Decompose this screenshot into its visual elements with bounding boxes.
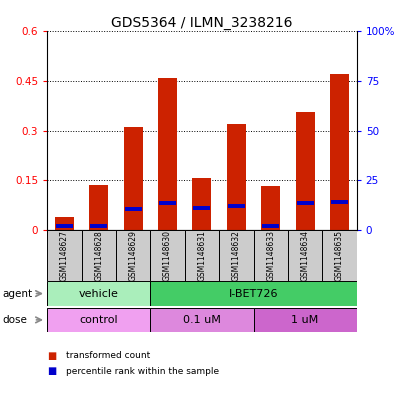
Bar xyxy=(150,230,184,281)
Bar xyxy=(262,224,279,228)
Bar xyxy=(296,201,313,205)
Bar xyxy=(218,230,253,281)
Text: control: control xyxy=(79,315,118,325)
Bar xyxy=(158,78,177,230)
Bar xyxy=(287,230,321,281)
Bar xyxy=(150,308,253,332)
Text: 1 uM: 1 uM xyxy=(291,315,318,325)
Text: transformed count: transformed count xyxy=(65,351,149,360)
Text: GSM1148629: GSM1148629 xyxy=(128,230,137,281)
Text: GSM1148628: GSM1148628 xyxy=(94,230,103,281)
Bar xyxy=(192,178,211,230)
Text: GSM1148634: GSM1148634 xyxy=(300,230,309,281)
Text: 0.1 uM: 0.1 uM xyxy=(182,315,220,325)
Bar xyxy=(116,230,150,281)
Title: GDS5364 / ILMN_3238216: GDS5364 / ILMN_3238216 xyxy=(111,17,292,30)
Text: percentile rank within the sample: percentile rank within the sample xyxy=(65,367,218,376)
Text: ■: ■ xyxy=(47,351,56,361)
Bar xyxy=(56,224,73,228)
Bar xyxy=(226,124,245,230)
Text: vehicle: vehicle xyxy=(79,288,118,299)
Bar xyxy=(329,74,348,230)
Text: dose: dose xyxy=(2,315,27,325)
Text: GSM1148633: GSM1148633 xyxy=(265,230,274,281)
Bar xyxy=(227,204,244,208)
Bar xyxy=(261,186,279,230)
Bar xyxy=(193,206,210,210)
Text: ■: ■ xyxy=(47,366,56,376)
Bar xyxy=(81,230,116,281)
Text: I-BET726: I-BET726 xyxy=(228,288,278,299)
Text: agent: agent xyxy=(2,288,32,299)
Bar xyxy=(124,127,142,230)
Bar xyxy=(184,230,218,281)
Bar xyxy=(150,281,356,306)
Text: GSM1148635: GSM1148635 xyxy=(334,230,343,281)
Bar xyxy=(124,207,141,211)
Bar xyxy=(47,308,150,332)
Bar xyxy=(47,230,81,281)
Text: GSM1148630: GSM1148630 xyxy=(163,230,172,281)
Bar xyxy=(47,281,150,306)
Bar xyxy=(253,230,287,281)
Text: GSM1148627: GSM1148627 xyxy=(60,230,69,281)
Text: GSM1148632: GSM1148632 xyxy=(231,230,240,281)
Bar xyxy=(55,217,74,230)
Bar xyxy=(253,308,356,332)
Bar xyxy=(159,201,175,205)
Bar xyxy=(330,200,347,204)
Bar xyxy=(321,230,356,281)
Bar xyxy=(295,112,314,230)
Bar xyxy=(89,185,108,230)
Bar xyxy=(90,224,107,228)
Text: GSM1148631: GSM1148631 xyxy=(197,230,206,281)
